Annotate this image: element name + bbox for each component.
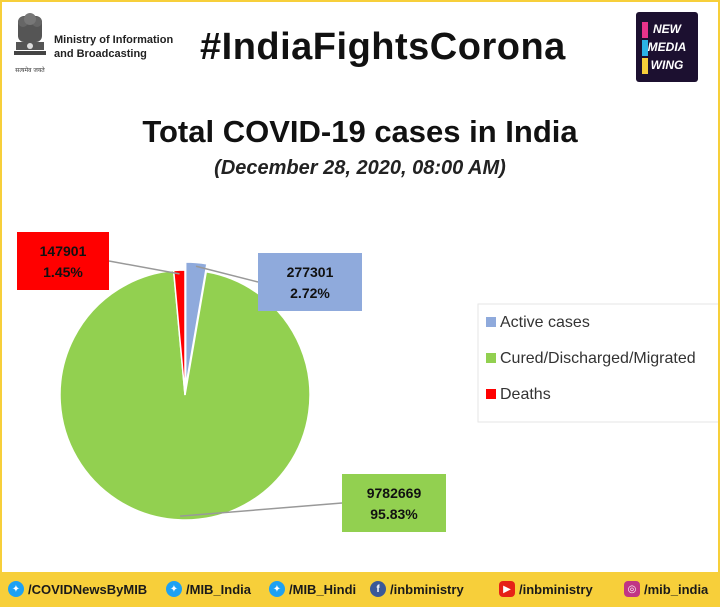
youtube-icon: ▶ <box>499 581 515 597</box>
data-label-box-2 <box>17 232 109 290</box>
data-label-box-0 <box>258 253 362 311</box>
legend-swatch-1 <box>486 353 496 363</box>
legend-box <box>477 303 720 423</box>
social-link-5[interactable]: ◎/mib_india <box>624 581 708 597</box>
social-link-0[interactable]: ✦/COVIDNewsByMIB <box>8 581 147 597</box>
logo-line-2: MEDIA <box>647 40 687 54</box>
footer-social-bar: ✦/COVIDNewsByMIB ✦/MIB_India ✦/MIB_Hindi f /… <box>0 572 720 607</box>
ministry-name: Ministry of Information and Broadcasting <box>54 33 194 61</box>
pie-chart: 277301 2.72% 9782669 95.83% 147901 1.45% Acti… <box>17 232 720 532</box>
instagram-icon: ◎ <box>624 581 640 597</box>
ministry-line-2: and Broadcasting <box>54 48 147 60</box>
pie-slice-2 <box>172 269 186 396</box>
social-handle: /inbministry <box>519 581 593 597</box>
leader-line-2 <box>108 260 180 275</box>
facebook-icon: f <box>370 581 386 597</box>
data-label-pct-0: 2.72% <box>290 285 330 301</box>
social-handle: /inbministry <box>390 581 464 597</box>
data-label-pct-2: 1.45% <box>43 264 83 280</box>
social-link-4[interactable]: ▶/inbministry <box>499 581 593 597</box>
legend-label-1: Cured/Discharged/Migrated <box>500 350 696 367</box>
logo-line-3: WING <box>650 58 684 72</box>
national-emblem-icon: सत्यमेव जयते <box>14 13 46 74</box>
legend-label-0: Active cases <box>500 314 590 331</box>
twitter-icon: ✦ <box>8 581 24 597</box>
data-label-value-1: 9782669 <box>367 485 422 501</box>
svg-text:सत्यमेव जयते: सत्यमेव जयते <box>15 66 45 74</box>
social-handle: /MIB_India <box>186 581 252 597</box>
data-label-value-2: 147901 <box>40 243 87 259</box>
ministry-line-1: Ministry of Information <box>54 34 174 46</box>
social-handle: /MIB_Hindi <box>289 581 357 597</box>
social-link-3[interactable]: f/inbministry <box>370 581 464 597</box>
chart-subtitle: (December 28, 2020, 08:00 AM) <box>214 157 506 179</box>
twitter-icon: ✦ <box>269 581 285 597</box>
data-label-pct-1: 95.83% <box>370 506 418 522</box>
legend-swatch-0 <box>486 317 496 327</box>
data-label-box-1 <box>342 474 446 532</box>
leader-line-0 <box>195 265 259 283</box>
twitter-icon: ✦ <box>166 581 182 597</box>
hashtag-title: #IndiaFightsCorona <box>200 26 566 68</box>
legend-swatch-2 <box>486 389 496 399</box>
logo-line-1: NEW <box>653 22 681 36</box>
header: सत्यमेव जयते Ministry of Information and… <box>0 0 720 94</box>
social-handle: /COVIDNewsByMIB <box>28 581 148 597</box>
pie-slice-1 <box>59 269 311 521</box>
new-media-wing-logo: NEW MEDIA WING <box>636 12 698 82</box>
social-link-1[interactable]: ✦/MIB_India <box>166 581 251 597</box>
chart-title: Total COVID-19 cases in India <box>142 114 578 149</box>
pie-slice-0 <box>184 261 208 388</box>
social-link-2[interactable]: ✦/MIB_Hindi <box>269 581 356 597</box>
leader-line-1 <box>180 502 343 517</box>
legend-label-2: Deaths <box>500 386 551 403</box>
social-handle: /mib_india <box>644 581 709 597</box>
data-label-value-0: 277301 <box>287 264 334 280</box>
